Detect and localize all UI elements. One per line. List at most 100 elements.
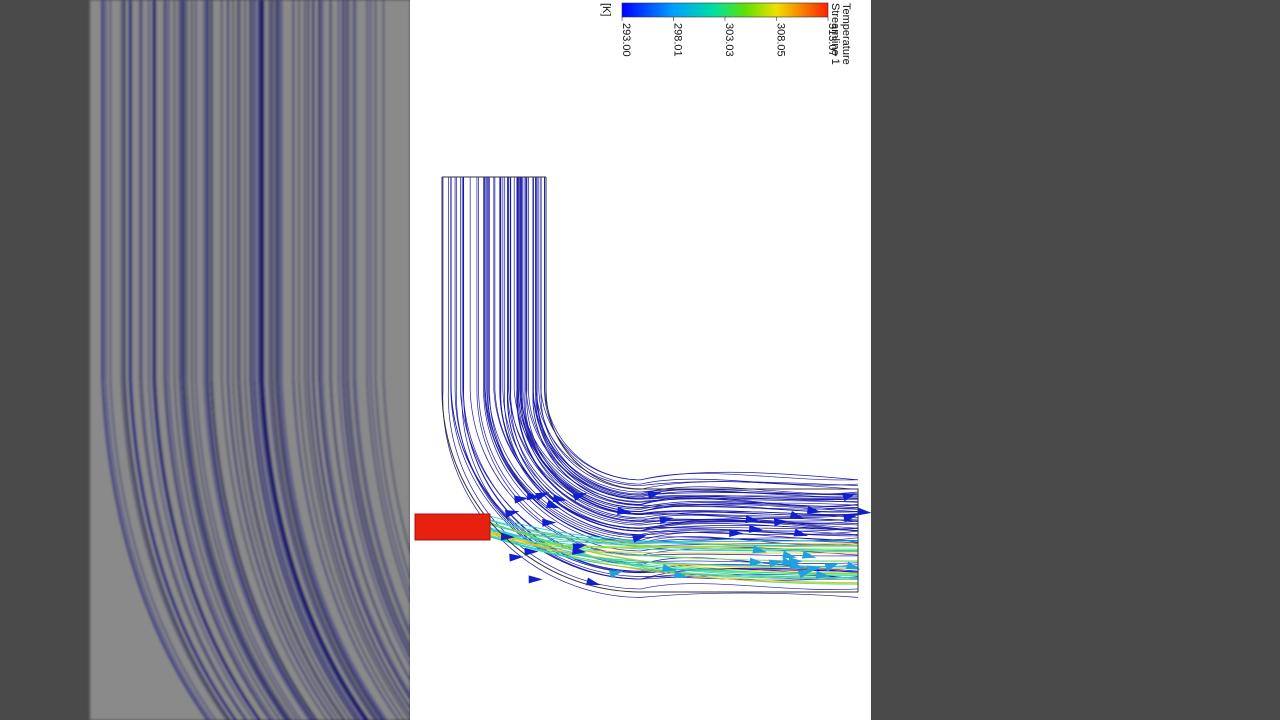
- pipe-outline: [414, 176, 859, 593]
- streamline: [516, 177, 859, 523]
- flow-arrow: [514, 495, 529, 504]
- colorbar-tick-label: 303.03: [723, 23, 735, 57]
- flow-arrow: [661, 563, 677, 572]
- blurred-streamline: [105, 0, 212, 720]
- blurred-streamline: [272, 0, 379, 720]
- flow-arrow: [729, 528, 744, 537]
- blurred-streamline: [168, 0, 275, 720]
- streamline: [447, 177, 859, 590]
- flow-arrow: [509, 553, 524, 562]
- blurred-streamline: [186, 0, 293, 720]
- flow-arrow: [789, 510, 805, 519]
- streamline: [533, 177, 859, 499]
- streamline: [509, 177, 859, 522]
- blurred-streamline: [304, 0, 411, 720]
- blurred-streamline: [259, 0, 366, 720]
- blurred-streamline: [318, 0, 425, 720]
- blurred-streamline: [250, 0, 357, 720]
- streamline: [520, 177, 859, 519]
- colorbar: [621, 2, 829, 18]
- flow-arrow: [632, 535, 647, 543]
- flow-arrow: [673, 570, 689, 579]
- flow-arrow: [500, 532, 516, 541]
- flow-arrow: [542, 518, 557, 527]
- blurred-streamline: [154, 0, 262, 720]
- blurred-streamline: [239, 0, 346, 720]
- streamline: [516, 177, 859, 524]
- blurred-streamline: [139, 0, 246, 720]
- flow-arrow: [572, 546, 587, 555]
- blurred-streamline: [278, 0, 385, 720]
- flow-arrow: [752, 545, 767, 554]
- flow-arrow: [793, 528, 809, 537]
- streamline: [488, 177, 859, 537]
- legend-subtitle: Streamline 1: [829, 3, 841, 65]
- streamline: [502, 177, 859, 526]
- legend-title: Temperature: [840, 3, 852, 65]
- pipe-wall: [441, 177, 859, 593]
- flow-arrow: [552, 494, 568, 503]
- hot-streamline: [489, 532, 859, 548]
- streamline: [484, 177, 859, 543]
- blurred-streamline: [101, 0, 208, 720]
- flow-arrow: [585, 577, 601, 586]
- hot-inlet: [414, 513, 491, 541]
- flow-arrow: [609, 570, 624, 578]
- blurred-streamline: [205, 0, 313, 720]
- flow-arrow: [773, 518, 789, 527]
- flow-arrow: [504, 510, 520, 518]
- blurred-streamline: [109, 0, 217, 720]
- blurred-streamline: [227, 0, 335, 720]
- flow-arrow: [815, 570, 831, 579]
- blurred-streamline: [292, 0, 399, 720]
- flow-arrow: [535, 492, 550, 501]
- blurred-streamline: [249, 0, 356, 720]
- colorbar-tick-label: 293.00: [620, 23, 632, 57]
- flow-arrow: [526, 492, 542, 501]
- flow-arrow: [782, 550, 797, 559]
- hot-streamline: [489, 535, 859, 580]
- blurred-streamline: [263, 0, 370, 720]
- streamline: [540, 177, 859, 496]
- blurred-streamline: [153, 0, 260, 720]
- flow-arrow: [857, 507, 872, 516]
- blurred-streamline: [227, 0, 334, 720]
- blurred-streamline: [257, 0, 364, 720]
- streamline: [500, 177, 859, 536]
- blurred-streamline: [313, 0, 420, 720]
- colorbar-tick-label: 298.01: [672, 23, 684, 57]
- flow-arrow: [768, 559, 784, 568]
- blurred-streamline: [207, 0, 314, 720]
- flow-arrow: [789, 560, 805, 569]
- hot-streamline: [489, 528, 859, 578]
- flow-arrow: [745, 515, 760, 524]
- flow-arrow: [647, 491, 662, 500]
- flow-arrow: [824, 563, 840, 572]
- blurred-streamline: [260, 0, 367, 720]
- streamline: [521, 177, 859, 516]
- flow-arrow: [801, 550, 817, 559]
- blurred-streamline: [130, 0, 238, 720]
- blurred-streamline: [195, 0, 302, 720]
- blurred-streamline: [165, 0, 272, 720]
- flow-arrow: [617, 507, 632, 515]
- legend-unit: [K]: [600, 3, 612, 16]
- blurred-streamline: [209, 0, 317, 720]
- blurred-streamline: [275, 0, 382, 720]
- streamline: [478, 177, 859, 552]
- blurred-streamline: [270, 0, 378, 720]
- streamline: [540, 177, 859, 481]
- streamline: [528, 177, 859, 499]
- streamline: [504, 177, 859, 536]
- flow-arrow: [528, 575, 543, 584]
- blurred-streamline: [221, 0, 328, 720]
- flow-arrow: [845, 561, 861, 570]
- blurred-streamline: [183, 0, 290, 720]
- blurred-streamline: [252, 0, 360, 720]
- flow-arrow: [659, 516, 674, 525]
- streamline: [535, 177, 859, 495]
- viewport: [410, 0, 871, 720]
- blurred-streamline: [298, 0, 405, 720]
- blurred-streamline: [182, 0, 289, 720]
